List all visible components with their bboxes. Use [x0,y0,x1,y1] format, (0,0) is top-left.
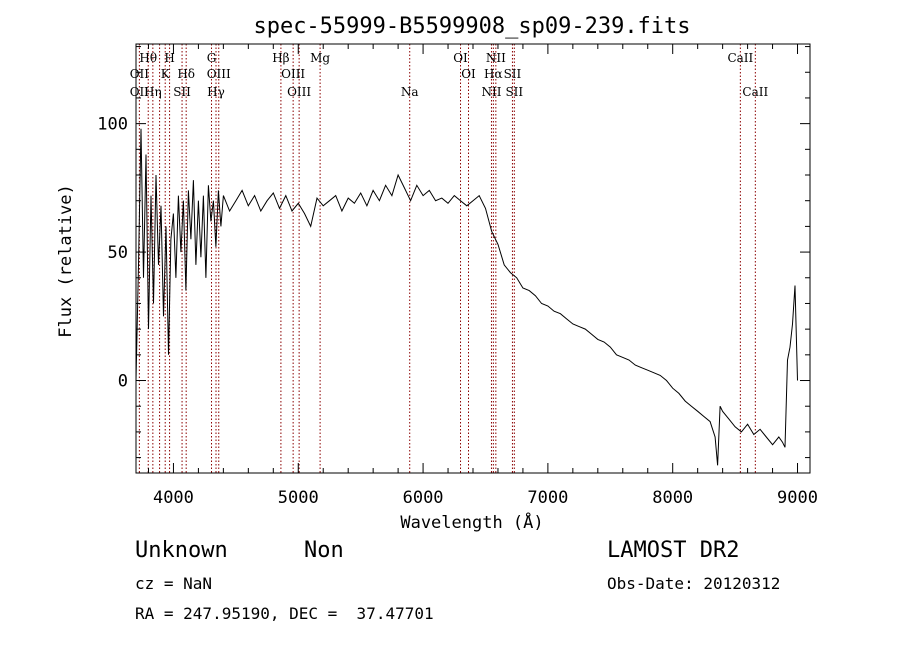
x-tick-label: 5000 [278,488,319,508]
line-label-22: SII [505,85,523,99]
line-label-15: Na [401,85,419,99]
line-label-7: SII [173,85,191,99]
line-label-23: CaII [727,51,753,65]
line-label-3: Hη [144,85,162,99]
line-label-5: K [161,67,171,81]
line-label-6: Hδ [177,67,195,81]
line-label-21: NII [481,85,501,99]
line-label-1: OII [130,67,150,81]
line-label-8: G [207,51,217,65]
cz-label: cz = NaN [135,574,213,593]
x-tick-label: 8000 [652,488,693,508]
plot-frame [135,43,811,474]
line-label-10: Hγ [207,85,225,99]
coords-label: RA = 247.95190, DEC = 37.47701 [135,604,434,623]
class-label: Unknown [135,538,228,563]
line-label-14: Mg [310,51,330,65]
line-label-18: NII [486,51,506,65]
survey-label: LAMOST DR2 [607,538,740,563]
y-axis-label: Flux (relative) [56,184,76,338]
line-label-13: OIII [287,85,311,99]
line-label-16: OI [453,51,468,65]
line-label-20: SII [504,67,522,81]
x-axis-label: Wavelength (Å) [400,511,543,533]
line-label-0: Hθ [139,51,157,65]
y-tick-label: 0 [118,372,128,392]
x-tick-label: 7000 [527,488,568,508]
line-label-2: OII [130,85,150,99]
y-tick-label: 50 [108,243,128,263]
y-axis: 0 50 100 [97,46,810,459]
line-label-9: OIII [207,67,231,81]
line-label-12: OIII [281,67,305,81]
line-markers [138,44,756,473]
line-label-19: Hα [484,67,503,81]
x-tick-label: 6000 [403,488,444,508]
line-label-11: Hβ [272,51,289,65]
line-label-17: OI [461,67,476,81]
x-tick-label: 9000 [777,488,818,508]
x-axis: 4000 5000 6000 7000 8000 9000 [147,44,818,508]
x-tick-label: 4000 [153,488,194,508]
subclass-label: Non [304,538,344,563]
line-label-24: CaII [742,85,768,99]
chart-title: spec-55999-B5599908_sp09-239.fits [253,14,690,39]
line-label-4: H [164,51,174,65]
spectrum-line [135,128,798,466]
obs-date-label: Obs-Date: 20120312 [607,574,781,593]
y-tick-label: 100 [97,115,128,135]
